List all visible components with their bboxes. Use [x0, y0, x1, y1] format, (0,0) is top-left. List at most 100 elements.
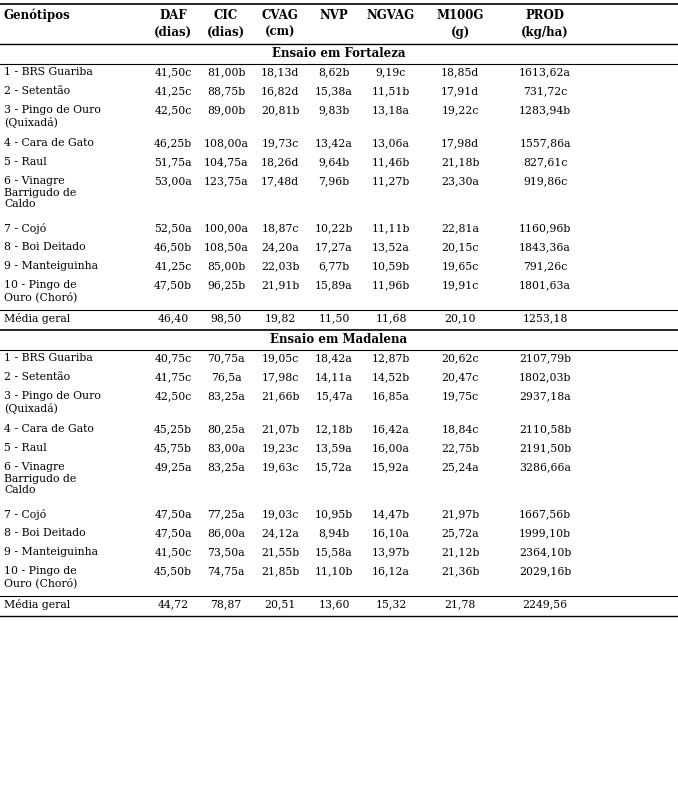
Text: 3 - Pingo de Ouro
(Quixadá): 3 - Pingo de Ouro (Quixadá)	[4, 105, 101, 128]
Text: 16,85a: 16,85a	[372, 391, 410, 401]
Text: 3 - Pingo de Ouro
(Quixadá): 3 - Pingo de Ouro (Quixadá)	[4, 391, 101, 414]
Text: 7 - Cojó: 7 - Cojó	[4, 509, 46, 520]
Text: 8 - Boi Deitado: 8 - Boi Deitado	[4, 242, 85, 252]
Text: 74,75a: 74,75a	[207, 566, 245, 576]
Text: NGVAG: NGVAG	[367, 9, 415, 22]
Text: 2 - Setentão: 2 - Setentão	[4, 372, 70, 382]
Text: 98,50: 98,50	[210, 313, 241, 323]
Text: 15,89a: 15,89a	[315, 280, 353, 290]
Text: 11,50: 11,50	[318, 313, 350, 323]
Text: 11,51b: 11,51b	[372, 86, 410, 96]
Text: Média geral: Média geral	[4, 313, 71, 324]
Text: 2191,50b: 2191,50b	[519, 443, 571, 453]
Text: 16,42a: 16,42a	[372, 424, 410, 434]
Text: 16,12a: 16,12a	[372, 566, 410, 576]
Text: 11,10b: 11,10b	[315, 566, 353, 576]
Text: 9,83b: 9,83b	[318, 105, 350, 115]
Text: Ensaio em Fortaleza: Ensaio em Fortaleza	[273, 47, 405, 60]
Text: 78,87: 78,87	[210, 599, 241, 609]
Text: 15,38a: 15,38a	[315, 86, 353, 96]
Text: (cm): (cm)	[264, 26, 295, 39]
Text: 2 - Setentão: 2 - Setentão	[4, 86, 70, 96]
Text: 2364,10b: 2364,10b	[519, 547, 571, 557]
Text: 44,72: 44,72	[157, 599, 188, 609]
Text: 1283,94b: 1283,94b	[519, 105, 571, 115]
Text: 13,42a: 13,42a	[315, 138, 353, 148]
Text: 100,00a: 100,00a	[203, 223, 248, 233]
Text: 11,27b: 11,27b	[372, 176, 410, 186]
Text: 3286,66a: 3286,66a	[519, 462, 571, 472]
Text: 18,42a: 18,42a	[315, 353, 353, 363]
Text: 20,81b: 20,81b	[261, 105, 299, 115]
Text: 12,87b: 12,87b	[372, 353, 410, 363]
Text: 17,91d: 17,91d	[441, 86, 479, 96]
Text: DAF: DAF	[159, 9, 187, 22]
Text: 1802,03b: 1802,03b	[519, 372, 572, 382]
Text: 13,06a: 13,06a	[372, 138, 410, 148]
Text: 51,75a: 51,75a	[155, 157, 192, 167]
Text: 10 - Pingo de
Ouro (Choró): 10 - Pingo de Ouro (Choró)	[4, 566, 77, 589]
Text: PROD: PROD	[525, 9, 565, 22]
Text: 21,91b: 21,91b	[261, 280, 299, 290]
Text: 83,00a: 83,00a	[207, 443, 245, 453]
Text: 19,65c: 19,65c	[441, 261, 479, 271]
Text: 2110,58b: 2110,58b	[519, 424, 571, 434]
Text: 70,75a: 70,75a	[207, 353, 245, 363]
Text: (dias): (dias)	[207, 26, 245, 39]
Text: 11,46b: 11,46b	[372, 157, 410, 167]
Text: 21,36b: 21,36b	[441, 566, 479, 576]
Text: 919,86c: 919,86c	[523, 176, 567, 186]
Text: 76,5a: 76,5a	[211, 372, 241, 382]
Text: Genótipos: Genótipos	[4, 9, 71, 23]
Text: 25,72a: 25,72a	[441, 528, 479, 538]
Text: 21,55b: 21,55b	[261, 547, 299, 557]
Text: CIC: CIC	[214, 9, 238, 22]
Text: 46,50b: 46,50b	[154, 242, 192, 252]
Text: 16,82d: 16,82d	[261, 86, 299, 96]
Text: 731,72c: 731,72c	[523, 86, 567, 96]
Text: 16,10a: 16,10a	[372, 528, 410, 538]
Text: 1253,18: 1253,18	[522, 313, 567, 323]
Text: 5 - Raul: 5 - Raul	[4, 443, 47, 453]
Text: 40,75c: 40,75c	[155, 353, 192, 363]
Text: 108,50a: 108,50a	[203, 242, 248, 252]
Text: 47,50b: 47,50b	[154, 280, 192, 290]
Text: 2029,16b: 2029,16b	[519, 566, 571, 576]
Text: 1557,86a: 1557,86a	[519, 138, 571, 148]
Text: 20,62c: 20,62c	[441, 353, 479, 363]
Text: 21,07b: 21,07b	[261, 424, 299, 434]
Text: 15,72a: 15,72a	[315, 462, 353, 472]
Text: 47,50a: 47,50a	[155, 528, 192, 538]
Text: 18,85d: 18,85d	[441, 67, 479, 77]
Text: 42,50c: 42,50c	[155, 105, 192, 115]
Text: 19,73c: 19,73c	[262, 138, 298, 148]
Text: 10,59b: 10,59b	[372, 261, 410, 271]
Text: 25,24a: 25,24a	[441, 462, 479, 472]
Text: 19,05c: 19,05c	[262, 353, 298, 363]
Text: 21,78: 21,78	[444, 599, 476, 609]
Text: 23,30a: 23,30a	[441, 176, 479, 186]
Text: 14,11a: 14,11a	[315, 372, 353, 382]
Text: 20,51: 20,51	[264, 599, 296, 609]
Text: 104,75a: 104,75a	[204, 157, 248, 167]
Text: 53,00a: 53,00a	[154, 176, 192, 186]
Text: 11,96b: 11,96b	[372, 280, 410, 290]
Text: 18,87c: 18,87c	[261, 223, 299, 233]
Text: 15,32: 15,32	[376, 599, 407, 609]
Text: 49,25a: 49,25a	[155, 462, 192, 472]
Text: 13,60: 13,60	[318, 599, 350, 609]
Text: 10,22b: 10,22b	[315, 223, 353, 233]
Text: 19,23c: 19,23c	[261, 443, 299, 453]
Text: 1667,56b: 1667,56b	[519, 509, 571, 519]
Text: 96,25b: 96,25b	[207, 280, 245, 290]
Text: 13,59a: 13,59a	[315, 443, 353, 453]
Text: 108,00a: 108,00a	[203, 138, 248, 148]
Text: 11,11b: 11,11b	[372, 223, 410, 233]
Text: 12,18b: 12,18b	[315, 424, 353, 434]
Text: 47,50a: 47,50a	[155, 509, 192, 519]
Text: 9,64b: 9,64b	[319, 157, 350, 167]
Text: 2249,56: 2249,56	[523, 599, 567, 609]
Text: 14,47b: 14,47b	[372, 509, 410, 519]
Text: Média geral: Média geral	[4, 599, 71, 610]
Text: 8 - Boi Deitado: 8 - Boi Deitado	[4, 528, 85, 538]
